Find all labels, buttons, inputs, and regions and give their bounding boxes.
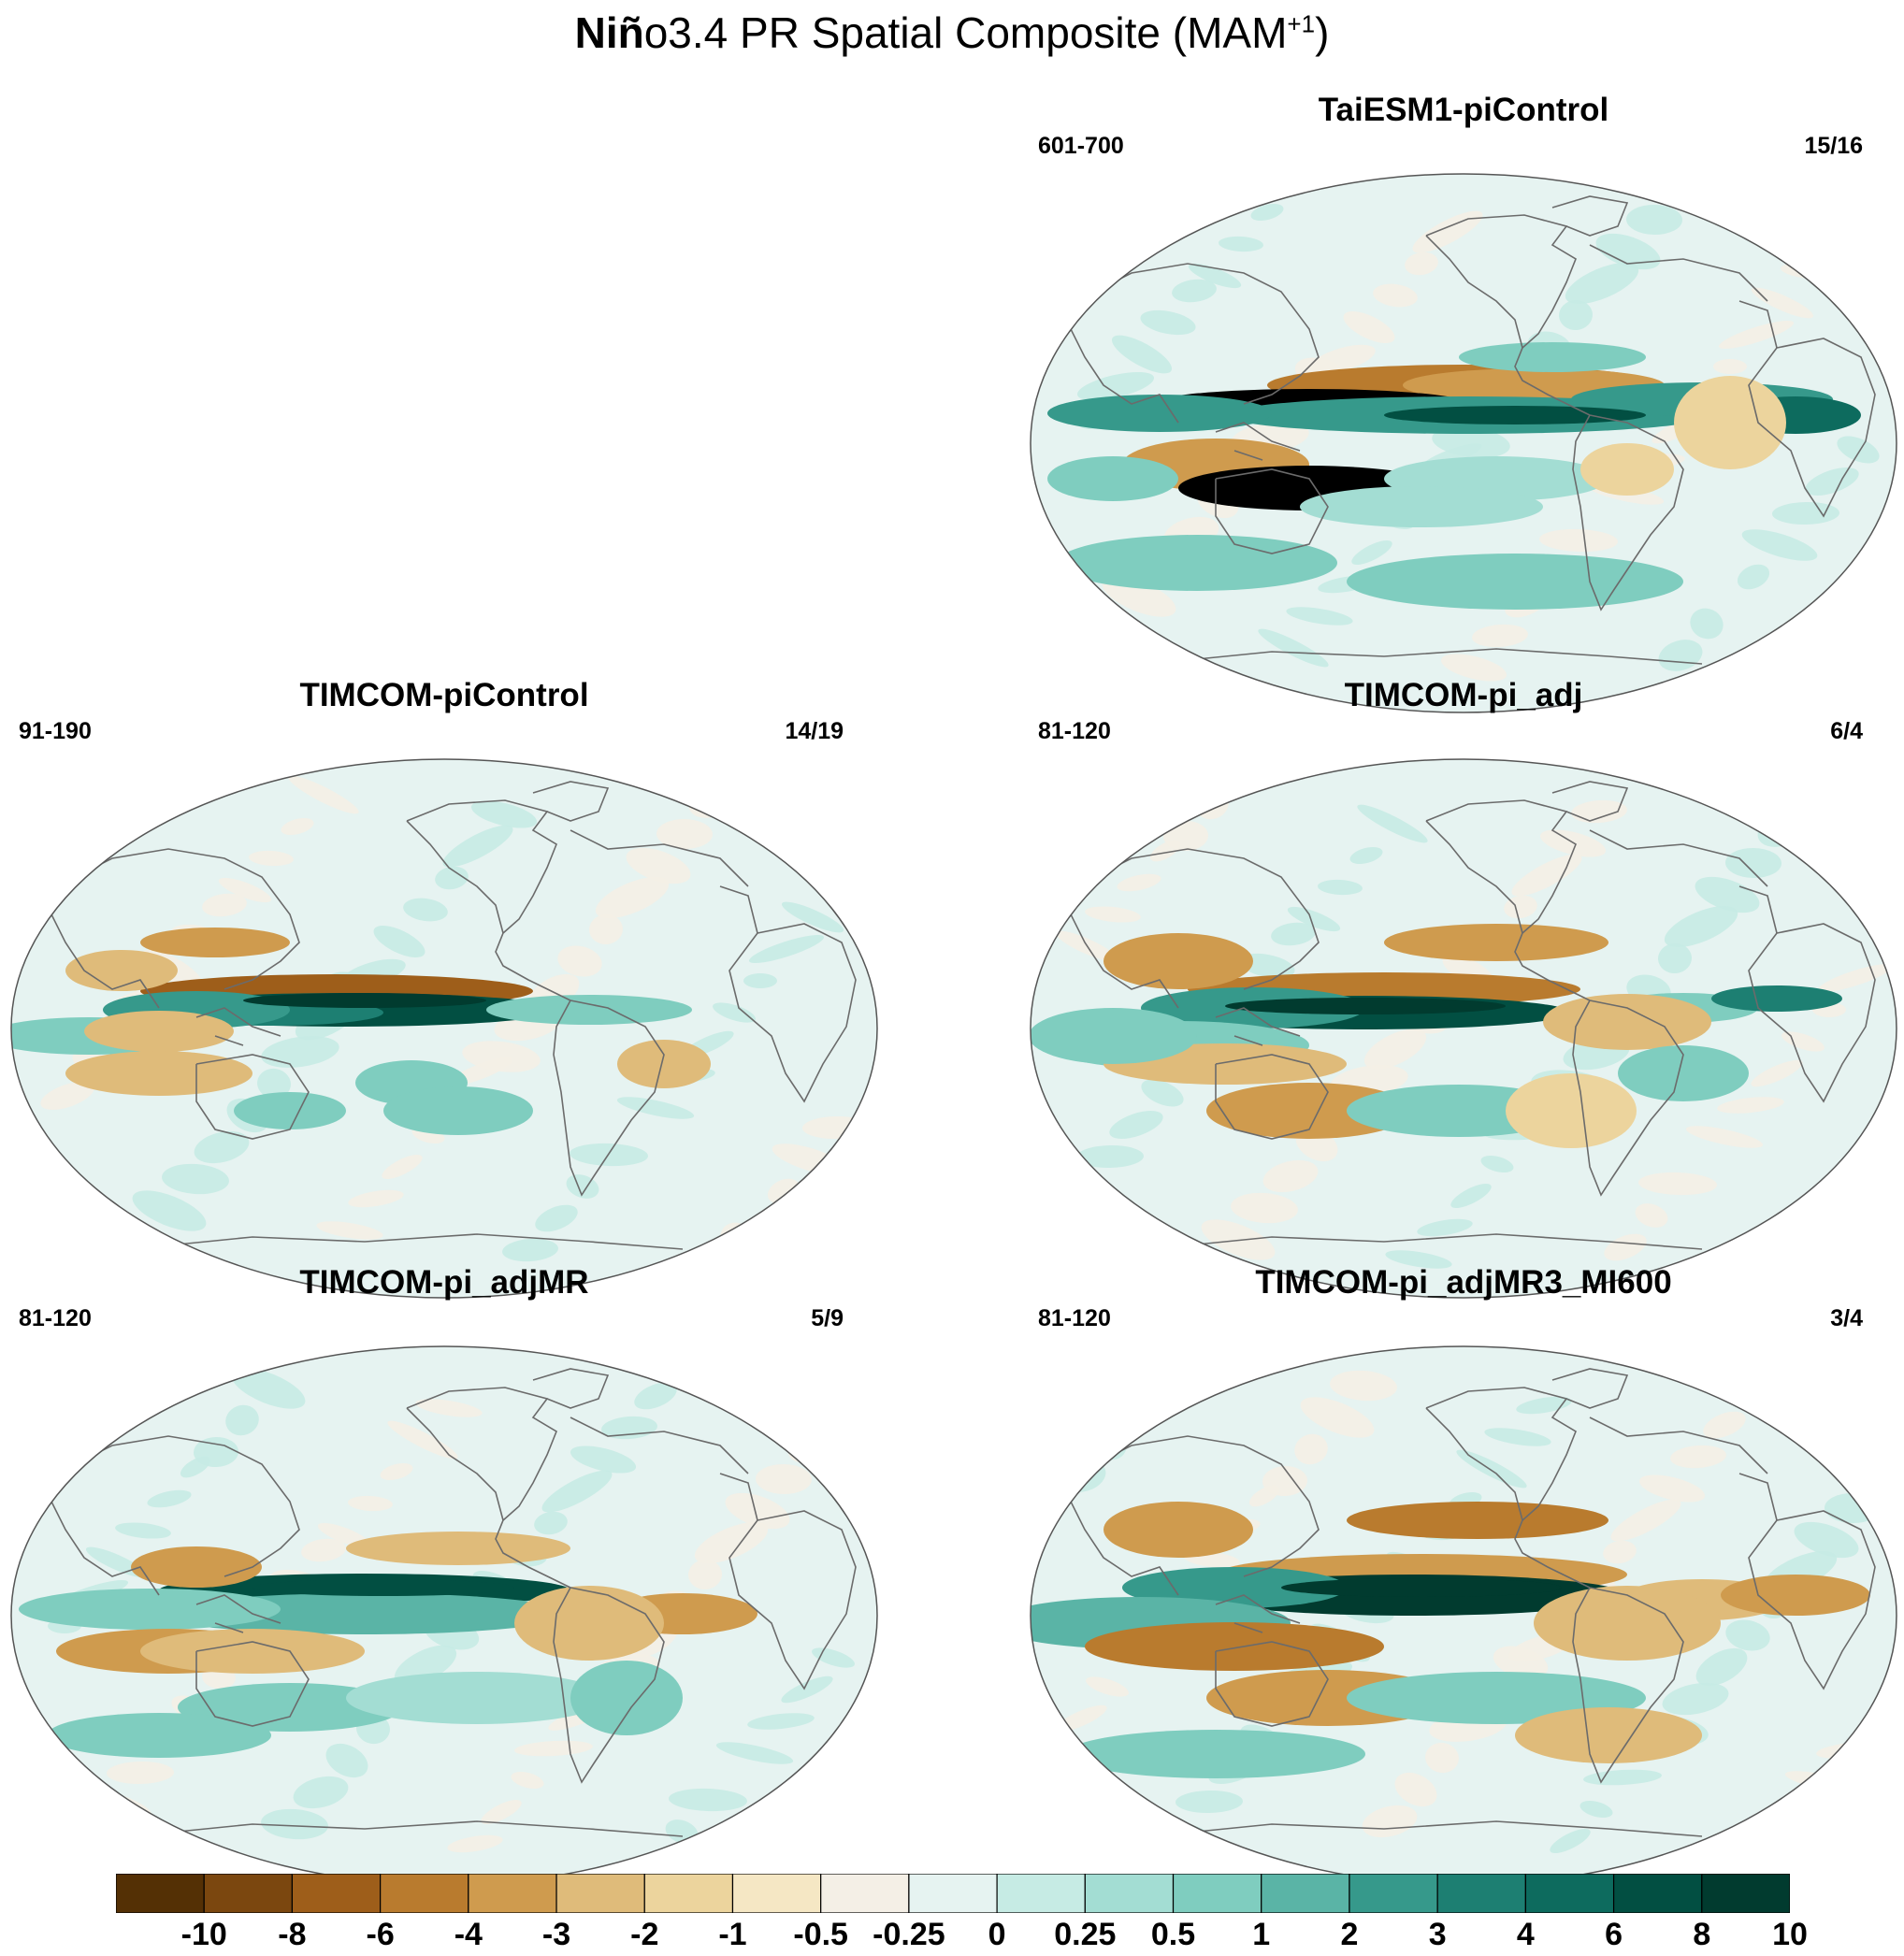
map-panel: TaiESM1-piControl 601-700 15/16 <box>1029 92 1898 713</box>
colorbar-swatch <box>643 1874 734 1913</box>
figure-title: Niño3.4 PR Spatial Composite (MAM+1) <box>0 7 1904 58</box>
panel-title: TIMCOM-piControl <box>299 677 589 713</box>
colorbar-tick-label: 8 <box>1693 1917 1711 1952</box>
colorbar-swatch <box>555 1874 645 1913</box>
panel-title: TIMCOM-pi_adjMR3_MI600 <box>1255 1264 1672 1301</box>
global-map <box>1030 758 1897 1299</box>
colorbar-tick-label: -0.25 <box>873 1917 945 1952</box>
colorbar-tick-label: 0 <box>988 1917 1006 1952</box>
colorbar-swatch <box>291 1874 382 1913</box>
colorbar-tick-label: 0.5 <box>1150 1917 1196 1952</box>
colorbar-swatch <box>380 1874 469 1913</box>
panel-event-count: 15/16 <box>1804 133 1863 159</box>
colorbar-swatch <box>996 1874 1086 1913</box>
colorbar-tick-label: -3 <box>541 1917 571 1952</box>
panel-year-range: 81-120 <box>1038 1305 1111 1331</box>
figure-title-superscript: +1 <box>1287 9 1316 38</box>
map-panel: TIMCOM-piControl 91-190 14/19 <box>9 677 879 1299</box>
colorbar-swatch <box>820 1874 910 1913</box>
global-map <box>1030 1345 1897 1886</box>
colorbar-swatch <box>1436 1874 1526 1913</box>
panel-year-range: 81-120 <box>1038 718 1111 744</box>
panel-title: TaiESM1-piControl <box>1318 92 1609 128</box>
colorbar-swatch <box>1084 1874 1175 1913</box>
colorbar <box>116 1874 1790 1913</box>
colorbar-swatch <box>203 1874 294 1913</box>
colorbar-tick-label: 3 <box>1428 1917 1447 1952</box>
colorbar-tick-label: -8 <box>278 1917 307 1952</box>
figure-title-bold: Niñ <box>574 8 644 57</box>
colorbar-swatch <box>731 1874 822 1913</box>
colorbar-swatch <box>1349 1874 1438 1913</box>
colorbar-swatch <box>1172 1874 1262 1913</box>
colorbar-tick-label: -2 <box>630 1917 659 1952</box>
colorbar-tick-label: 0.25 <box>1054 1917 1117 1952</box>
panel-year-range: 91-190 <box>19 718 92 744</box>
colorbar-swatch <box>1701 1874 1790 1913</box>
colorbar-tick-label: -10 <box>180 1917 227 1952</box>
colorbar-swatch <box>1612 1874 1703 1913</box>
panel-event-count: 3/4 <box>1830 1305 1863 1331</box>
panel-event-count: 14/19 <box>785 718 844 744</box>
panel-year-range: 81-120 <box>19 1305 92 1331</box>
colorbar-tick-label: -0.5 <box>793 1917 848 1952</box>
global-map <box>1030 173 1897 713</box>
panel-title: TIMCOM-pi_adjMR <box>299 1264 589 1301</box>
colorbar-swatch <box>908 1874 998 1913</box>
colorbar-tick-label: -1 <box>718 1917 747 1952</box>
panel-title: TIMCOM-pi_adj <box>1344 677 1583 713</box>
figure-title-rest: o3.4 PR Spatial Composite (MAM <box>643 8 1288 57</box>
colorbar-tick-label: 6 <box>1605 1917 1623 1952</box>
colorbar-tick-label: -4 <box>454 1917 483 1952</box>
global-map <box>10 758 878 1299</box>
figure-title-close: ) <box>1315 8 1330 57</box>
colorbar-tick-label: -6 <box>366 1917 395 1952</box>
panel-event-count: 5/9 <box>811 1305 844 1331</box>
colorbar-swatch <box>116 1874 205 1913</box>
colorbar-tick-label: 10 <box>1772 1917 1808 1952</box>
map-panel: TIMCOM-pi_adjMR3_MI600 81-120 3/4 <box>1029 1264 1898 1886</box>
colorbar-swatch <box>468 1874 557 1913</box>
map-panel: TIMCOM-pi_adj 81-120 6/4 <box>1029 677 1898 1299</box>
colorbar-tick-label: 4 <box>1516 1917 1535 1952</box>
colorbar-swatch <box>1524 1874 1615 1913</box>
colorbar-tick-label: 2 <box>1340 1917 1359 1952</box>
colorbar-swatch <box>1261 1874 1350 1913</box>
panel-year-range: 601-700 <box>1038 133 1124 159</box>
panel-event-count: 6/4 <box>1830 718 1863 744</box>
colorbar-tick-label: 1 <box>1252 1917 1271 1952</box>
global-map <box>10 1345 878 1886</box>
map-panel: TIMCOM-pi_adjMR 81-120 5/9 <box>9 1264 879 1886</box>
